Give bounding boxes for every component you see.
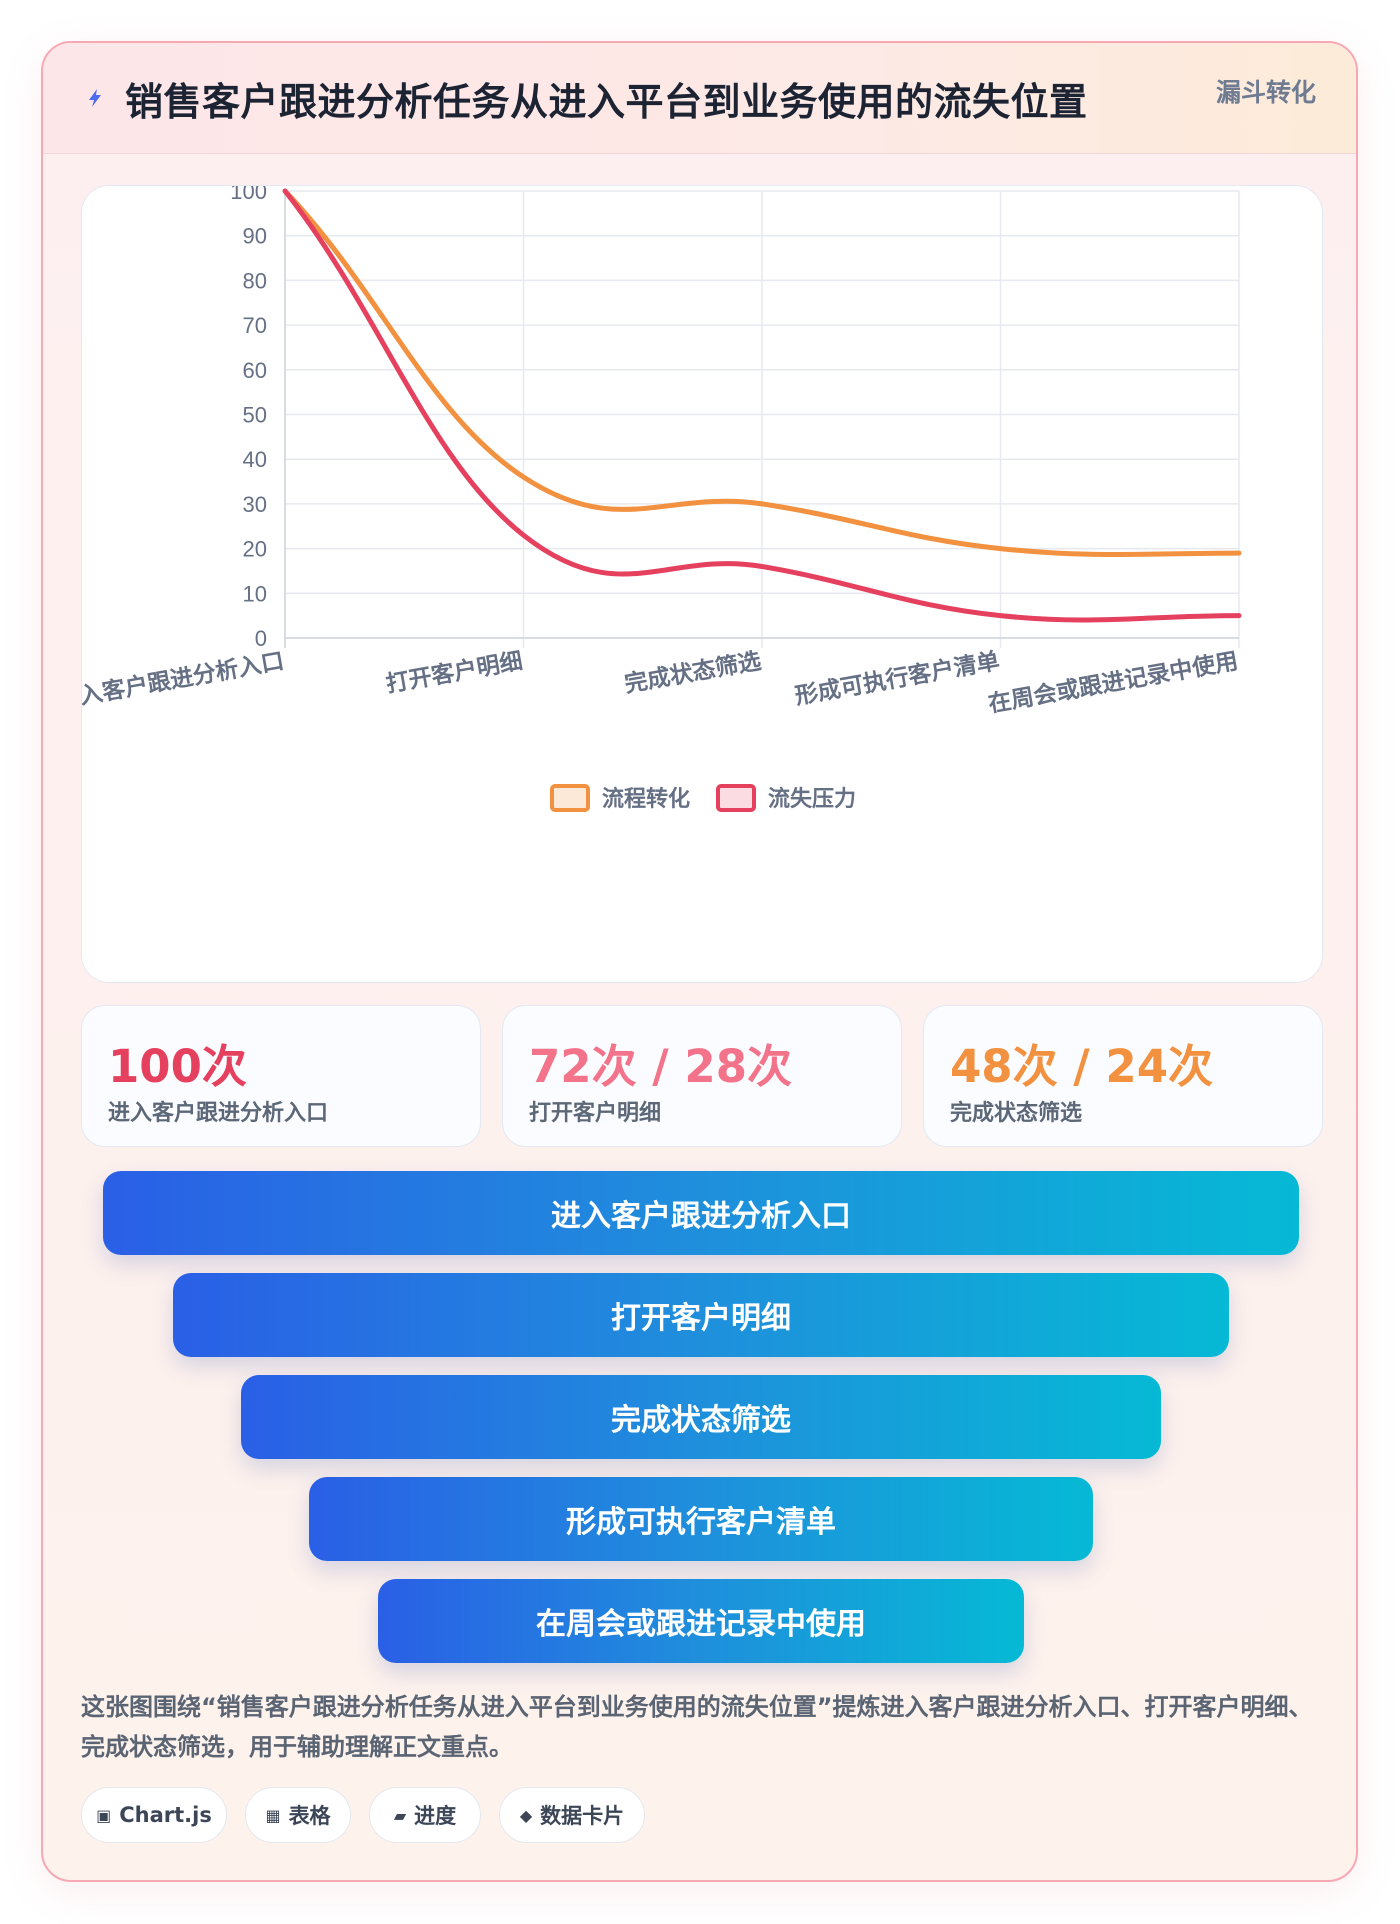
- pill-label: Chart.js: [119, 1803, 212, 1827]
- x-tick-label: 完成状态筛选: [622, 647, 763, 698]
- x-tick-label: 打开客户明细: [384, 647, 525, 698]
- y-tick-label: 50: [243, 403, 267, 428]
- legend-swatch: [550, 784, 590, 812]
- pill-data-card[interactable]: ◆ 数据卡片: [499, 1787, 645, 1843]
- funnel-step: 完成状态筛选: [241, 1375, 1161, 1459]
- x-tick-label: 形成可执行客户清单: [793, 647, 1002, 710]
- y-tick-label: 70: [243, 313, 267, 338]
- stat-label: 打开客户明细: [529, 1101, 662, 1126]
- main-card: 销售客户跟进分析任务从进入平台到业务使用的流失位置 漏斗转化 0 10 20 30 40…: [41, 41, 1358, 1882]
- y-tick-label: 10: [243, 581, 267, 606]
- stat-card: 48次 / 24次 完成状态筛选: [923, 1005, 1323, 1147]
- series-line-conversion: [282, 188, 1242, 558]
- card-header: 销售客户跟进分析任务从进入平台到业务使用的流失位置 漏斗转化: [43, 43, 1356, 154]
- card-icon: ◆: [519, 1805, 533, 1825]
- funnel-step: 在周会或跟进记录中使用: [378, 1579, 1024, 1663]
- chart-icon: ▣: [96, 1805, 112, 1825]
- funnel-step: 形成可执行客户清单: [309, 1477, 1093, 1561]
- pill-label: 进度: [414, 1804, 457, 1828]
- stat-value: 100次: [108, 1040, 247, 1093]
- pill-progress[interactable]: ▰ 进度: [369, 1787, 481, 1843]
- stat-label: 进入客户跟进分析入口: [108, 1101, 329, 1126]
- y-tick-label: 100: [230, 186, 267, 204]
- pill-label: 表格: [288, 1804, 331, 1828]
- y-tick-label: 60: [243, 358, 267, 383]
- stat-value: 48次 / 24次: [950, 1040, 1214, 1093]
- x-tick-label: 在周会或跟进记录中使用: [986, 647, 1240, 718]
- page-title: 销售客户跟进分析任务从进入平台到业务使用的流失位置: [125, 80, 1088, 124]
- y-tick-label: 90: [243, 224, 267, 249]
- pill-table[interactable]: ▦ 表格: [245, 1787, 351, 1843]
- progress-icon: ▰: [393, 1805, 407, 1825]
- table-icon: ▦: [265, 1805, 281, 1825]
- stat-value: 72次 / 28次: [529, 1040, 793, 1093]
- y-tick-label: 80: [243, 268, 267, 293]
- funnel: 进入客户跟进分析入口 打开客户明细 完成状态筛选 形成可执行客户清单 在周会或跟…: [43, 43, 1356, 1880]
- y-tick-label: 40: [243, 447, 267, 472]
- line-chart: 0 10 20 30 40 50 60 70 80 90 100 进入客户跟进分析入口 打开客户明细 完成…: [82, 186, 1242, 812]
- pill-label: 数据卡片: [540, 1804, 625, 1828]
- stat-cards: 100次 进入客户跟进分析入口 72次 / 28次 打开客户明细 48次 / 2…: [81, 1005, 1323, 1147]
- funnel-step: 进入客户跟进分析入口: [103, 1171, 1299, 1255]
- legend-label: 流失压力: [768, 786, 856, 812]
- header-tag: 漏斗转化: [1215, 78, 1316, 107]
- legend-label: 流程转化: [602, 786, 690, 812]
- y-tick-label: 20: [243, 537, 267, 562]
- y-tick-label: 30: [243, 492, 267, 517]
- description: 这张图围绕“销售客户跟进分析任务从进入平台到业务使用的流失位置”提炼进入客户跟进…: [81, 1693, 1313, 1761]
- stat-card: 72次 / 28次 打开客户明细: [502, 1005, 902, 1147]
- pill-chartjs[interactable]: ▣ Chart.js: [81, 1787, 227, 1843]
- legend-swatch: [716, 784, 756, 812]
- x-tick-label: 进入客户跟进分析入口: [82, 647, 286, 714]
- stat-card: 100次 进入客户跟进分析入口: [81, 1005, 481, 1147]
- y-tick-label: 0: [255, 626, 267, 651]
- stat-label: 完成状态筛选: [950, 1101, 1083, 1126]
- funnel-step: 打开客户明细: [173, 1273, 1229, 1357]
- series-line-loss: [282, 188, 1242, 623]
- chart-panel: 0 10 20 30 40 50 60 70 80 90 100 进入客户跟进分析入口 打开客户明细 完成…: [81, 185, 1323, 983]
- bolt-icon: [89, 89, 101, 107]
